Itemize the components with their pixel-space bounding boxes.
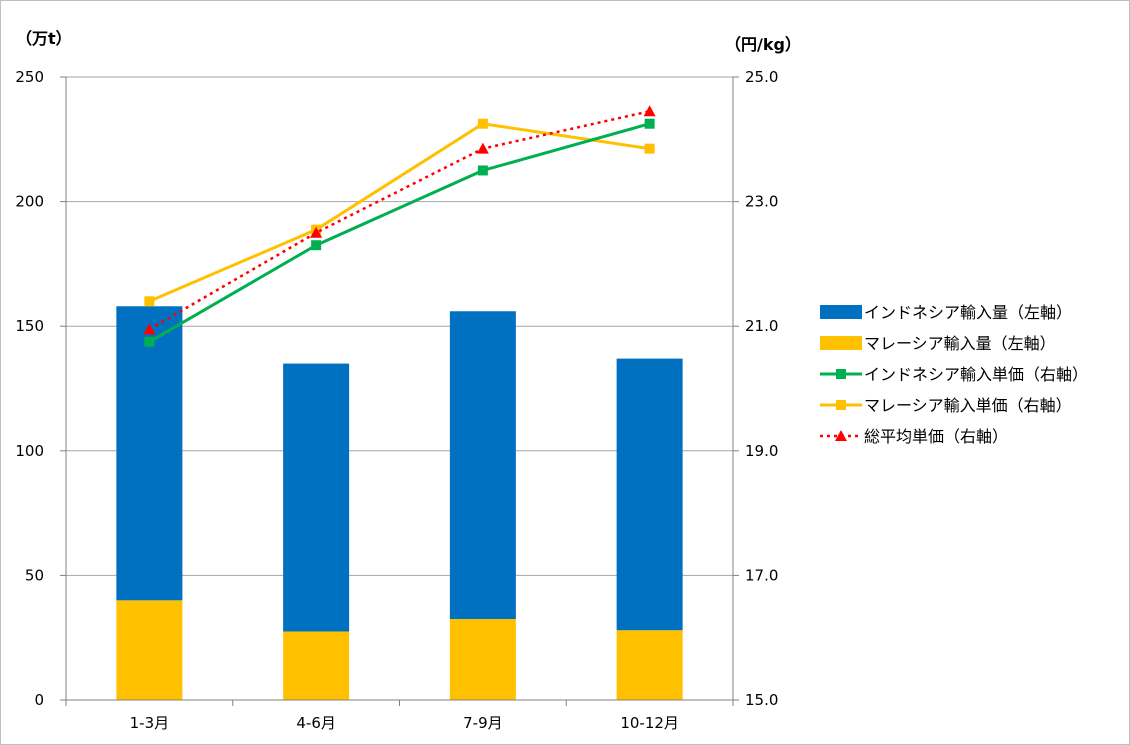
category-label: 7-9月 <box>463 714 503 732</box>
left-tick-label: 250 <box>15 68 44 86</box>
line-layer <box>143 105 656 347</box>
legend-label: マレーシア輸入単価（右軸） <box>864 396 1072 415</box>
axis-labels: 0 50 100 150 200 250 15.0 17.0 19.0 21.0 23.0 25.0 1… <box>15 29 801 732</box>
line-malaysia-price <box>148 122 650 303</box>
line-malaysia-price-point-3 <box>644 143 655 154</box>
legend-label: インドネシア輸入単価（右軸） <box>864 365 1088 384</box>
left-tick-label: 0 <box>34 691 44 709</box>
line-average-price-point-2 <box>476 142 489 154</box>
legend-label: インドネシア輸入量（左軸） <box>864 303 1072 322</box>
bar-malaysia-2 <box>449 619 516 700</box>
axes <box>60 76 739 706</box>
legend: インドネシア輸入量（左軸） マレーシア輸入量（左軸） インドネシア輸入単価（右軸） マ… <box>820 303 1088 446</box>
legend-key-0 <box>820 305 862 319</box>
line-indonesia-price-point-2 <box>477 165 488 176</box>
right-tick-label: 25.0 <box>745 68 778 86</box>
category-label: 4-6月 <box>296 714 336 732</box>
bar-malaysia-3 <box>616 630 683 700</box>
right-tick-label: 15.0 <box>745 691 778 709</box>
left-axis-unit: （万t） <box>16 29 72 48</box>
bar-malaysia-1 <box>283 631 350 700</box>
left-tick-label: 100 <box>15 442 44 460</box>
legend-label: 総平均単価（右軸） <box>864 427 1008 446</box>
line-indonesia-price <box>148 122 651 344</box>
bar-layer <box>116 306 683 700</box>
line-average-price-point-1 <box>310 226 323 238</box>
line-indonesia-price-point-3 <box>644 118 655 129</box>
legend-key-4-marker <box>835 430 847 441</box>
right-tick-label: 19.0 <box>745 442 778 460</box>
right-axis-unit: （円/kg） <box>725 35 801 54</box>
legend-key-3-marker <box>836 400 846 410</box>
category-label: 1-3月 <box>130 714 170 732</box>
line-malaysia-price-point-0 <box>144 296 155 307</box>
line-average-price-point-3 <box>643 105 656 117</box>
category-label: 10-12月 <box>620 714 679 732</box>
legend-key-2-marker <box>836 369 846 379</box>
right-tick-label: 21.0 <box>745 317 778 335</box>
left-tick-label: 150 <box>15 317 44 335</box>
right-tick-label: 23.0 <box>745 193 778 211</box>
bar-malaysia-0 <box>116 600 183 700</box>
right-tick-label: 17.0 <box>745 566 778 584</box>
line-malaysia-price-point-2 <box>477 118 488 129</box>
line-indonesia-price-point-1 <box>311 240 322 251</box>
legend-label: マレーシア輸入量（左軸） <box>864 334 1056 353</box>
left-tick-label: 50 <box>25 566 44 584</box>
line-average-price-point-0 <box>143 323 156 335</box>
line-average-price <box>148 110 650 331</box>
line-indonesia-price-point-0 <box>144 336 155 347</box>
bar-indonesia-0 <box>116 306 183 601</box>
bar-indonesia-3 <box>616 358 683 631</box>
left-tick-label: 200 <box>15 193 44 211</box>
legend-key-1 <box>820 336 862 350</box>
bar-indonesia-2 <box>449 311 516 620</box>
bar-indonesia-1 <box>283 363 350 632</box>
